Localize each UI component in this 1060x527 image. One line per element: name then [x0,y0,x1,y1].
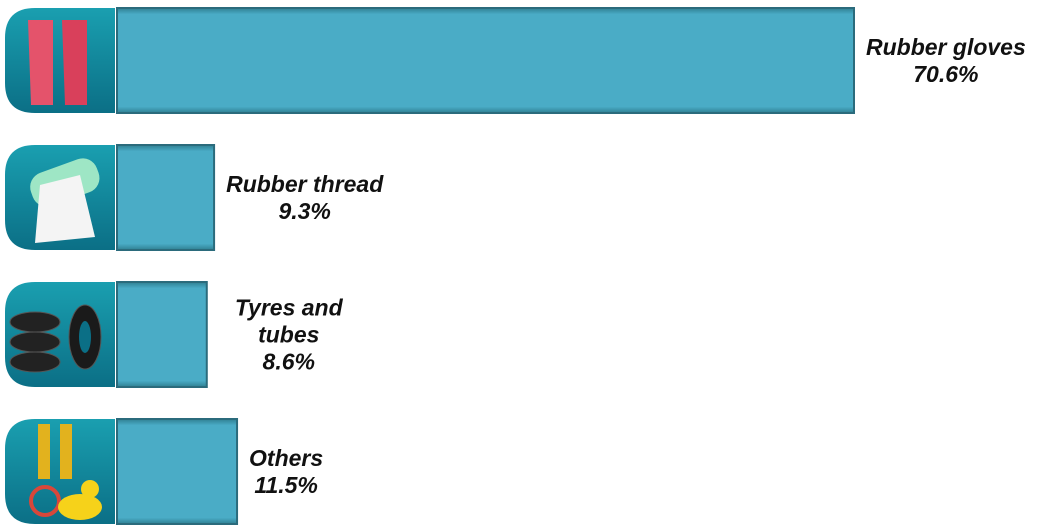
duck [58,494,102,520]
bar-label: Tyres and tubes 8.6% [219,294,359,375]
tyre [9,311,61,333]
bar-label: Rubber gloves 70.6% [866,34,1026,88]
bar [116,281,208,388]
duck-head [81,480,99,498]
category-icon [5,145,115,250]
category-label: Tyres and tubes [234,294,343,347]
category-label: Rubber thread [226,170,384,197]
boot [38,424,50,479]
tyre-hole [79,321,91,353]
category-icon [5,282,115,387]
value-label: 70.6% [913,60,979,87]
tyre [9,351,61,373]
value-label: 11.5% [254,471,318,498]
bar-label: Others 11.5% [249,445,323,499]
bar [116,144,216,251]
icon-tile [5,8,115,113]
bar-label: Rubber thread 9.3% [226,171,383,225]
bar [116,7,855,114]
spool [35,175,95,243]
category-icon [5,8,115,113]
glove [62,20,87,105]
category-label: Others [249,444,324,471]
tyre [9,331,61,353]
glove [28,20,53,105]
value-label: 8.6% [262,348,315,374]
category-label: Rubber gloves [866,33,1026,60]
bar [116,418,239,525]
value-label: 9.3% [278,197,331,224]
bands [29,485,61,517]
category-icon [5,419,115,524]
boot [60,424,72,479]
